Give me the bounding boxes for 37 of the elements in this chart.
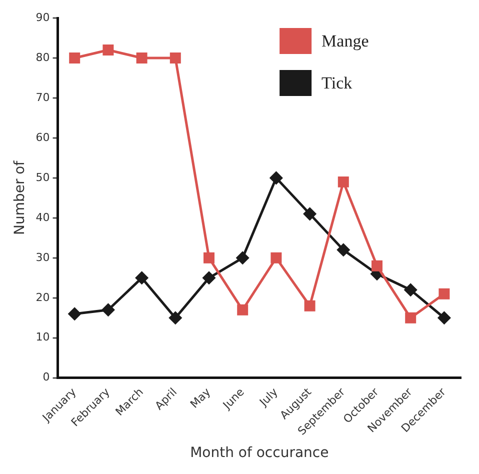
point <box>270 172 282 184</box>
point <box>136 272 148 284</box>
y-tick-label: 10 <box>36 330 50 344</box>
point <box>404 284 417 296</box>
y-tick-label: 60 <box>36 130 50 144</box>
point <box>169 312 182 324</box>
point <box>102 44 114 56</box>
point <box>69 52 80 64</box>
point <box>170 52 181 64</box>
y-tick-label: 90 <box>36 10 50 24</box>
y-axis-title: Number of <box>12 160 28 236</box>
point <box>304 300 316 312</box>
x-axis-title: Month of occurance <box>190 445 329 462</box>
point <box>236 252 249 264</box>
point <box>405 312 416 324</box>
point <box>204 252 214 264</box>
point <box>136 52 148 64</box>
point <box>438 288 450 300</box>
y-tick-label: 20 <box>36 290 50 304</box>
y-tick-label: 80 <box>36 50 50 64</box>
point <box>102 304 114 316</box>
point <box>202 272 216 284</box>
point <box>338 176 349 188</box>
point <box>372 260 382 272</box>
legend-label: Tick <box>322 73 353 92</box>
y-tick-label: 70 <box>36 90 50 104</box>
point <box>438 312 450 324</box>
point <box>270 252 282 264</box>
y-tick-label: 0 <box>42 370 50 384</box>
point <box>68 308 81 320</box>
legend-label: Mange <box>322 31 369 50</box>
y-tick-label: 40 <box>36 210 50 224</box>
point <box>304 208 316 220</box>
y-tick-label: 30 <box>36 250 50 264</box>
y-tick-label: 50 <box>36 170 50 184</box>
point <box>337 244 350 256</box>
point <box>237 304 248 316</box>
